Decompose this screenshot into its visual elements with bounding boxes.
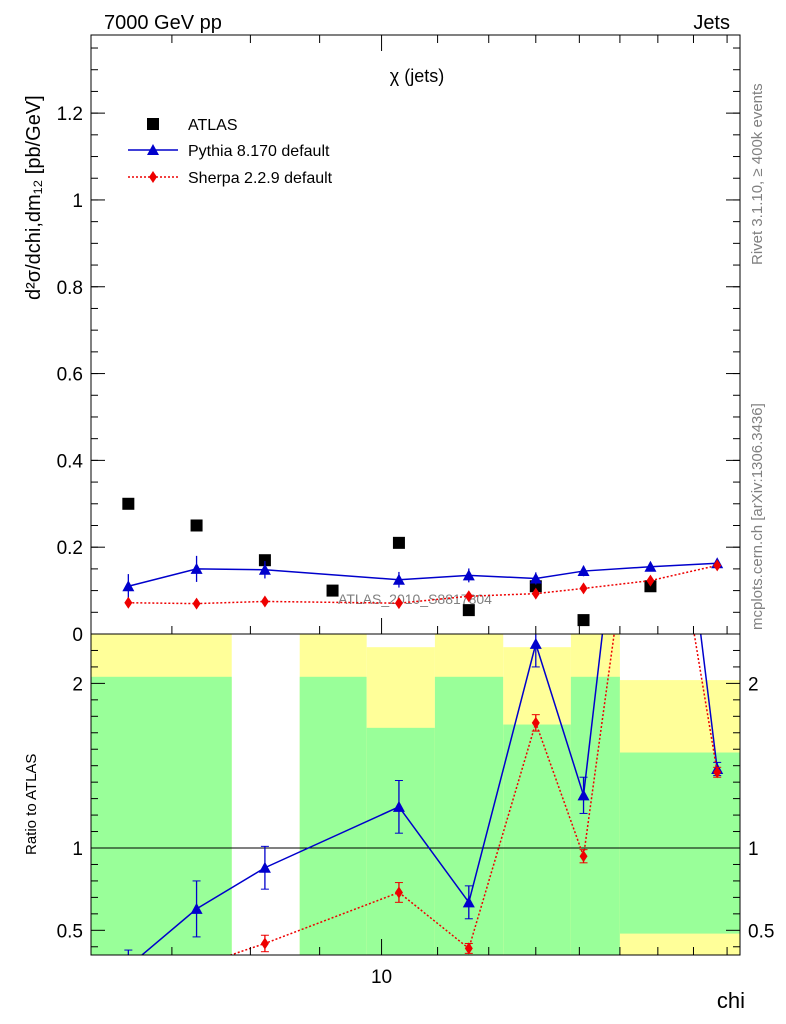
x-axis-label: chi (717, 988, 745, 1013)
main-data-point (260, 595, 269, 608)
main-data-point (577, 565, 590, 577)
ratio-band-inner (503, 724, 571, 955)
main-ytick-label: 0.4 (57, 451, 84, 472)
main-ytick-label: 1 (72, 191, 83, 212)
ratio-data-point (579, 850, 588, 863)
main-ytick-label: 1.2 (57, 104, 83, 125)
ratio-ytick-label-right: 2 (748, 674, 759, 695)
main-data-point (392, 536, 405, 549)
ratio-data-point (462, 896, 475, 908)
main-ytick-label: 0 (72, 625, 83, 646)
main-data-point (190, 519, 203, 532)
main-data-point (394, 597, 403, 610)
ratio-ytick-label: 2 (72, 674, 83, 695)
ratio-data-point (529, 637, 542, 649)
main-data-point (577, 614, 590, 627)
ratio-data-point (392, 800, 405, 812)
side-top-text: Rivet 3.1.10, ≥ 400k events (749, 83, 766, 265)
legend-label: Pythia 8.170 default (188, 143, 330, 160)
main-data-point (529, 572, 542, 584)
main-data-point (190, 562, 203, 574)
header-right: Jets (693, 12, 730, 34)
ratio-data-point (190, 902, 203, 914)
ratio-data-point (531, 716, 540, 729)
legend-label: Sherpa 2.2.9 default (188, 170, 333, 187)
main-data-point (392, 573, 405, 585)
ratio-ytick-label: 0.5 (57, 921, 83, 942)
main-data-point (326, 584, 339, 597)
ratio-ytick-label-right: 0.5 (748, 921, 774, 942)
legend-marker (147, 118, 159, 130)
ratio-panel: 0.5 0.51 12 210 Ratio to ATLAS chi (23, 35, 774, 1013)
main-data-point (579, 582, 588, 595)
main-title: χ (jets) (390, 66, 444, 86)
main-data-point (192, 597, 201, 610)
main-data-point (713, 559, 722, 572)
main-data-point (258, 563, 271, 575)
ratio-data-point (464, 942, 473, 955)
side-bottom-text: mcplots.cern.ch [arXiv:1306.3436] (749, 403, 766, 630)
ratio-y-label: Ratio to ATLAS (23, 754, 40, 855)
main-ytick-label: 0.6 (57, 365, 83, 386)
ratio-band-inner (570, 676, 620, 955)
ratio-band-inner (619, 752, 740, 934)
main-data-point (122, 497, 135, 510)
header-left: 7000 GeV pp (104, 12, 222, 34)
main-data-point (531, 587, 540, 600)
ratio-ytick-label: 1 (72, 839, 83, 860)
main-ytick-label: 0.8 (57, 278, 83, 299)
main-data-point (122, 580, 135, 592)
ratio-band-inner (299, 676, 367, 955)
ratio-frame (90, 633, 741, 956)
y-axis-label: d²σ/dchi,dm₁₂ [pb/GeV] (23, 95, 45, 300)
ratio-data-point (713, 766, 722, 779)
ratio-data-point (260, 937, 269, 950)
main-data-point (644, 560, 657, 572)
ratio-band-inner (91, 676, 232, 955)
ratio-data-point (577, 789, 590, 801)
main-ytick-label: 0.2 (57, 538, 83, 559)
legend: ATLAS Pythia 8.170 default Sherpa 2.2.9 de… (128, 117, 333, 187)
ratio-ytick-label-right: 1 (748, 839, 759, 860)
main-data-point (646, 574, 655, 587)
main-data-point (258, 554, 271, 567)
ratio-data-point (394, 886, 403, 899)
main-panel: χ (jets) d²σ/dchi,dm₁₂ [pb/GeV] ATLAS_20… (23, 34, 741, 646)
legend-label: ATLAS (188, 117, 238, 134)
main-data-point (462, 569, 475, 581)
legend-marker (149, 171, 157, 183)
main-data-point (124, 596, 133, 609)
ratio-xtick-label: 10 (371, 967, 392, 988)
legend-marker (147, 144, 159, 155)
main-data-point (464, 590, 473, 603)
main-data-point (462, 604, 475, 617)
ratio-data-point (258, 861, 271, 873)
